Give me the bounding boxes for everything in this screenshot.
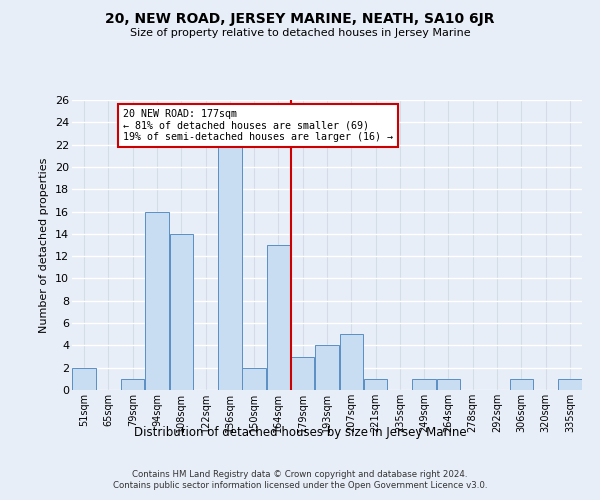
Text: Distribution of detached houses by size in Jersey Marine: Distribution of detached houses by size … bbox=[134, 426, 466, 439]
Text: 20, NEW ROAD, JERSEY MARINE, NEATH, SA10 6JR: 20, NEW ROAD, JERSEY MARINE, NEATH, SA10… bbox=[105, 12, 495, 26]
Bar bbox=[291, 356, 314, 390]
Bar bbox=[242, 368, 266, 390]
Bar bbox=[558, 379, 581, 390]
Bar bbox=[218, 144, 242, 390]
Bar bbox=[364, 379, 388, 390]
Bar bbox=[509, 379, 533, 390]
Bar bbox=[121, 379, 145, 390]
Bar bbox=[340, 334, 363, 390]
Bar bbox=[437, 379, 460, 390]
Bar bbox=[412, 379, 436, 390]
Text: Contains HM Land Registry data © Crown copyright and database right 2024.: Contains HM Land Registry data © Crown c… bbox=[132, 470, 468, 479]
Bar bbox=[73, 368, 96, 390]
Text: 20 NEW ROAD: 177sqm
← 81% of detached houses are smaller (69)
19% of semi-detach: 20 NEW ROAD: 177sqm ← 81% of detached ho… bbox=[123, 109, 393, 142]
Bar bbox=[145, 212, 169, 390]
Bar bbox=[315, 346, 339, 390]
Text: Contains public sector information licensed under the Open Government Licence v3: Contains public sector information licen… bbox=[113, 481, 487, 490]
Bar bbox=[170, 234, 193, 390]
Bar bbox=[266, 245, 290, 390]
Text: Size of property relative to detached houses in Jersey Marine: Size of property relative to detached ho… bbox=[130, 28, 470, 38]
Y-axis label: Number of detached properties: Number of detached properties bbox=[40, 158, 49, 332]
